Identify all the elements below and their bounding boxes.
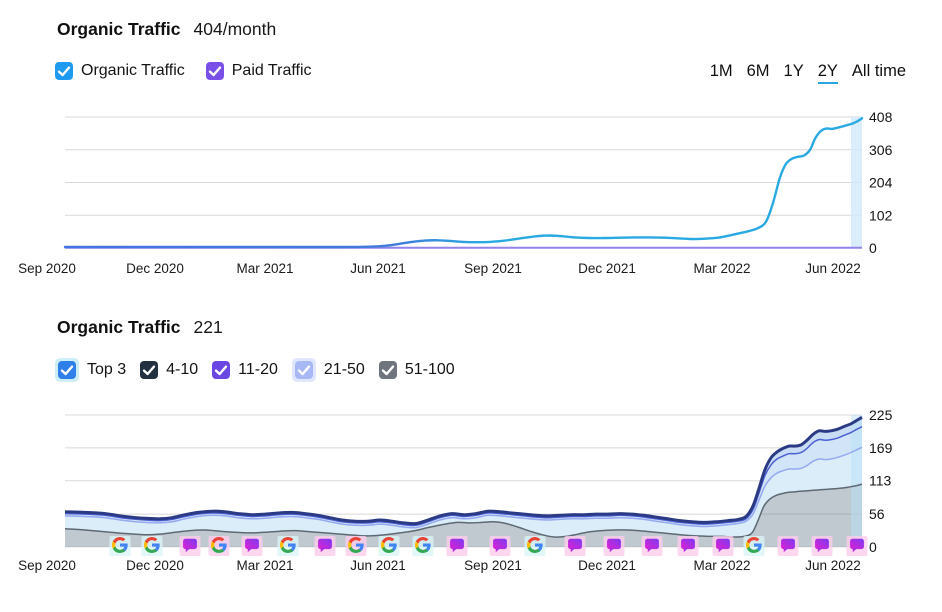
boundary-line-51-100-top-edge[interactable] [64, 483, 863, 538]
keyword-positions-chart[interactable]: 0 56 113 169 225 Sep 2020 Dec 2020 Mar 2021 Jun … [0, 390, 942, 585]
area-fill-4-10-top-edge [65, 426, 862, 528]
legend-item-21-50[interactable]: 21-50 [291, 358, 365, 382]
checkbox-halo [55, 62, 73, 80]
legend-item-4-10[interactable]: 4-10 [140, 361, 198, 379]
boundary-line-total-top-3-top-edge[interactable] [64, 416, 863, 526]
keywords-title: Organic Traffic [57, 317, 181, 337]
range-1m[interactable]: 1M [709, 62, 733, 80]
check-icon [214, 365, 228, 376]
check-icon [208, 66, 221, 77]
checkbox-halo [205, 62, 224, 80]
x-tick-label: Jun 2021 [350, 558, 406, 573]
legend-item-51-100[interactable]: 51-100 [378, 361, 455, 379]
legend-label[interactable]: 4-10 [166, 361, 199, 378]
y-tick-label: 56 [869, 506, 885, 522]
legend-item-organic-traffic[interactable]: Organic Traffic [55, 62, 185, 80]
x-tick-label: Sep 2020 [18, 558, 76, 573]
time-range-selector: 1M 6M 1Y 2Y All time [710, 62, 906, 84]
checked-checkbox-icon[interactable] [205, 62, 224, 80]
y-tick-label: 306 [869, 142, 893, 158]
y-tick-label: 225 [869, 407, 893, 423]
check-icon [142, 365, 156, 376]
check-icon [60, 365, 74, 376]
checked-checkbox-icon[interactable] [378, 361, 397, 379]
y-tick-label: 169 [869, 440, 893, 456]
x-tick-label: Mar 2022 [693, 261, 750, 276]
y-tick-label: 102 [869, 207, 893, 223]
legend-label[interactable]: 11-20 [238, 361, 278, 378]
legend-label[interactable]: Organic Traffic [81, 62, 185, 79]
y-tick-label: 0 [869, 240, 877, 256]
area-fill-total-top-3-top-edge [65, 417, 862, 526]
legend-label[interactable]: 21-50 [323, 361, 365, 378]
legend-item-top-3[interactable]: Top 3 [55, 358, 126, 382]
x-tick-label: Dec 2020 [126, 261, 184, 276]
x-tick-label: Jun 2022 [805, 558, 861, 573]
traffic-legend: Organic Traffic Paid Traffic [55, 62, 312, 80]
check-icon [381, 365, 395, 376]
y-tick-label: 0 [869, 539, 877, 555]
range-all-time[interactable]: All time [851, 62, 906, 80]
checkbox-halo [212, 361, 231, 379]
x-tick-label: Mar 2022 [693, 558, 750, 573]
x-tick-label: Jun 2021 [350, 261, 406, 276]
x-tick-label: Dec 2020 [126, 558, 184, 573]
x-tick-label: Sep 2021 [464, 261, 522, 276]
traffic-value: 404/month [193, 19, 277, 39]
organic-traffic-chart[interactable]: 0 102 204 306 408 Sep 2020 Dec 2020 Mar 2021 Jun… [0, 100, 942, 285]
boundary-line-11-20-top-edge[interactable] [64, 446, 863, 529]
range-6m[interactable]: 6M [746, 62, 770, 80]
y-tick-label: 204 [869, 175, 893, 191]
x-tick-label: Mar 2021 [236, 558, 293, 573]
keywords-section-header: Organic Traffic 221 [57, 317, 223, 338]
latest-period-highlight-band [851, 117, 862, 248]
x-tick-label: Dec 2021 [578, 558, 636, 573]
y-tick-label: 408 [869, 109, 893, 125]
organic-traffic-line[interactable] [63, 117, 864, 249]
legend-label[interactable]: Paid Traffic [231, 62, 312, 79]
checked-checkbox-icon[interactable] [212, 361, 231, 379]
keywords-value: 221 [193, 317, 223, 337]
latest-period-highlight-band [851, 415, 862, 547]
check-icon [297, 365, 311, 376]
traffic-section-header: Organic Traffic 404/month [57, 19, 276, 40]
y-tick-label: 113 [869, 473, 892, 489]
legend-label[interactable]: Top 3 [87, 361, 127, 378]
checked-checkbox-icon[interactable] [58, 361, 76, 379]
legend-item-paid-traffic[interactable]: Paid Traffic [205, 62, 312, 80]
checkbox-halo [378, 361, 397, 379]
x-tick-label: Sep 2020 [18, 261, 76, 276]
checked-checkbox-icon[interactable] [55, 62, 73, 80]
positions-legend: Top 3 4-10 11-20 21-50 51-100 [55, 358, 455, 382]
checked-checkbox-icon[interactable] [140, 361, 159, 379]
checked-checkbox-icon[interactable] [294, 361, 313, 379]
checkbox-halo [291, 358, 316, 382]
check-icon [57, 66, 71, 77]
x-tick-label: Dec 2021 [578, 261, 636, 276]
x-tick-label: Sep 2021 [464, 558, 522, 573]
legend-item-11-20[interactable]: 11-20 [212, 361, 278, 379]
range-1y[interactable]: 1Y [783, 62, 804, 80]
checkbox-halo [140, 361, 159, 379]
traffic-title: Organic Traffic [57, 19, 181, 39]
boundary-line-4-10-top-edge[interactable] [64, 426, 863, 527]
x-tick-label: Mar 2021 [236, 261, 293, 276]
x-tick-label: Jun 2022 [805, 261, 861, 276]
checkbox-halo [55, 358, 79, 382]
range-2y-selected[interactable]: 2Y [817, 62, 838, 84]
legend-label[interactable]: 51-100 [404, 361, 455, 378]
